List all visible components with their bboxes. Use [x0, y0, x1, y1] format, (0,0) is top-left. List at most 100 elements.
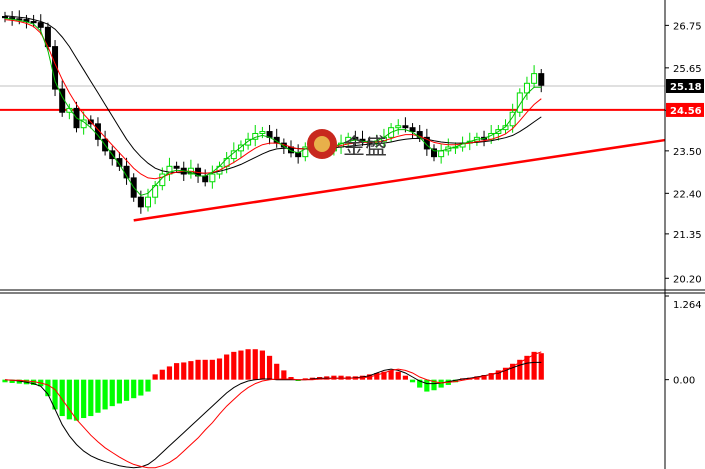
candlestick	[516, 88, 523, 117]
price-panel	[0, 10, 666, 222]
macd-histogram-bar	[381, 371, 387, 380]
candlestick	[395, 119, 402, 135]
candlestick	[531, 65, 538, 88]
y-tick-label: 25.65	[673, 64, 702, 75]
moving-average-mid	[4, 19, 542, 180]
price-level-label: 25.18	[670, 82, 702, 93]
macd-histogram-bar	[481, 375, 487, 380]
macd-histogram-bar	[81, 379, 87, 419]
macd-histogram-bar	[424, 379, 430, 392]
macd-histogram-bar	[102, 379, 108, 410]
candlestick	[2, 11, 8, 23]
macd-histogram-bar	[216, 358, 223, 380]
macd-histogram-bar	[402, 375, 408, 380]
macd-histogram-bar	[109, 379, 115, 407]
macd-histogram-bar	[188, 361, 194, 380]
candlestick	[266, 124, 273, 145]
macd-tick-label: 0.00	[673, 376, 695, 387]
macd-histogram-bar	[259, 350, 265, 380]
macd-histogram-bar	[238, 350, 244, 380]
macd-histogram-bar	[431, 379, 437, 391]
macd-histogram-bar	[16, 379, 22, 384]
candlestick	[409, 123, 416, 139]
moving-average-fast	[4, 17, 542, 196]
macd-panel	[2, 349, 544, 469]
candlestick	[538, 69, 545, 93]
macd-histogram-bar	[123, 379, 130, 401]
macd-histogram-bar	[88, 379, 94, 417]
macd-tick-label: 1.264	[673, 300, 702, 311]
macd-histogram-bar	[52, 379, 58, 410]
macd-histogram-bar	[73, 379, 80, 421]
candlestick	[288, 140, 294, 158]
y-tick-label: 21.35	[673, 230, 702, 241]
watermark-text: 金盛	[343, 135, 387, 160]
macd-histogram-bar	[295, 379, 301, 381]
macd-histogram-bar	[302, 378, 308, 380]
macd-histogram-bar	[266, 355, 273, 380]
candlestick	[431, 144, 437, 162]
candlestick	[295, 144, 302, 164]
candlestick	[273, 128, 280, 148]
macd-histogram-bar	[417, 379, 423, 388]
macd-histogram-bar	[2, 379, 8, 383]
candlestick	[252, 124, 259, 147]
candlestick	[187, 159, 194, 179]
candlestick	[438, 144, 445, 164]
candlestick	[523, 76, 530, 100]
y-tick-label: 23.50	[673, 147, 702, 158]
macd-histogram-bar	[524, 355, 530, 380]
macd-histogram-bar	[281, 370, 287, 380]
macd-histogram-bar	[252, 349, 258, 380]
macd-signal-line	[4, 351, 542, 469]
candlestick	[345, 132, 352, 148]
candlestick	[145, 188, 151, 212]
macd-histogram-bar	[138, 379, 144, 396]
candlestick	[202, 169, 209, 187]
macd-histogram-bar	[452, 379, 459, 383]
macd-histogram-bar	[510, 363, 516, 380]
macd-histogram-bar	[181, 362, 187, 380]
macd-histogram-bar	[538, 353, 544, 380]
macd-histogram-bar	[331, 375, 337, 380]
macd-histogram-bar	[517, 359, 523, 380]
y-tick-label: 26.75	[673, 21, 702, 32]
macd-histogram-bar	[209, 359, 215, 380]
macd-histogram-bar	[374, 373, 380, 380]
candlestick	[237, 140, 244, 158]
macd-histogram-bar	[131, 379, 137, 399]
macd-histogram-bar	[159, 369, 165, 380]
macd-histogram-bar	[166, 366, 173, 380]
candlestick	[302, 142, 309, 162]
watermark: 金盛	[307, 129, 387, 160]
candlestick	[109, 146, 116, 166]
macd-histogram-bar	[116, 379, 122, 404]
macd-histogram-bar	[95, 379, 101, 413]
candlestick	[352, 130, 359, 147]
macd-histogram-bar	[274, 363, 280, 380]
watermark-logo-center-icon	[314, 136, 330, 152]
candlestick	[423, 128, 430, 156]
candlestick	[116, 152, 123, 171]
y-tick-label: 22.40	[673, 189, 702, 200]
macd-histogram-bar	[495, 370, 501, 380]
macd-histogram-bar	[45, 379, 51, 397]
moving-average-slow	[4, 15, 542, 174]
support-trendline	[133, 138, 666, 222]
macd-histogram-bar	[231, 351, 237, 380]
macd-histogram-bar	[224, 354, 230, 380]
macd-histogram-bar	[288, 377, 294, 380]
candlestick	[445, 138, 452, 156]
candlestick	[166, 157, 173, 181]
price-level-label: 24.56	[670, 106, 702, 117]
macd-histogram-bar	[245, 349, 251, 380]
candlestick	[173, 161, 180, 173]
macd-histogram-bar	[531, 351, 537, 380]
macd-histogram-bar	[174, 363, 180, 380]
macd-histogram-bar	[59, 379, 65, 417]
macd-histogram-bar	[145, 379, 151, 392]
macd-histogram-bar	[338, 375, 344, 380]
candlestick	[137, 190, 144, 214]
